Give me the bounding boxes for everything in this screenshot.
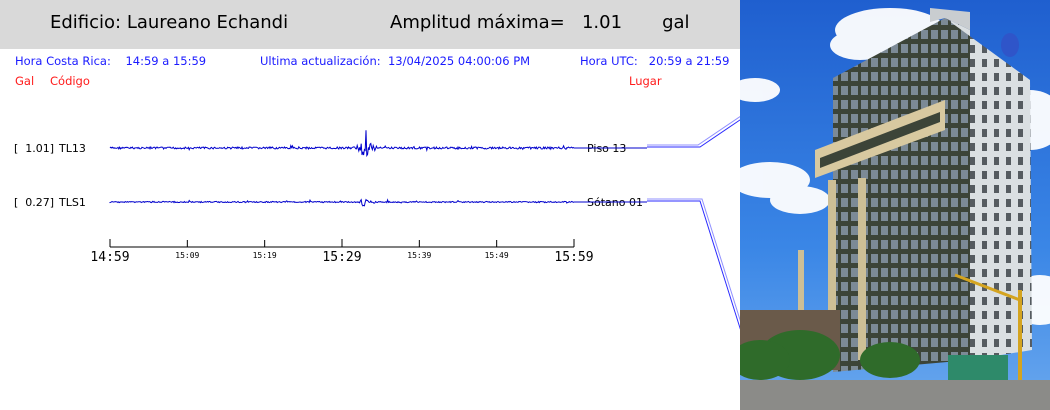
seismic-trace-piso-13 (109, 130, 647, 158)
channel-1-code: TL13 (59, 142, 86, 155)
max-amplitude-value: 1.01 (581, 12, 623, 33)
trees (740, 330, 920, 380)
cr-time-range: 14:59 a 15:59 (125, 54, 207, 68)
utc-time-label: Hora UTC: (580, 54, 638, 68)
utc-time-range: 20:59 a 21:59 (648, 54, 730, 68)
leader-line-piso-13 (647, 119, 740, 148)
column (798, 250, 804, 360)
time-axis-minor-label: 15:09 (175, 251, 199, 260)
column (858, 178, 866, 360)
time-axis-major-label: 14:59 (90, 250, 129, 265)
max-amplitude: Amplitud máxima= 1.01 gal (390, 12, 690, 33)
building-photo (740, 0, 1050, 410)
time-axis-minor-label: 15:19 (253, 251, 277, 260)
cr-time-label: Hora Costa Rica: (15, 54, 111, 68)
header-bar: Edificio: Laureano Echandi Amplitud máxi… (0, 0, 740, 49)
channel-2-amplitude: [ 0.27] (14, 196, 55, 209)
gal-column-header: Gal (15, 74, 35, 88)
seismogram-plot: 14:59 15:09 15:19 15:29 15:39 15:49 15:59 (90, 115, 740, 330)
building-title: Edificio: Laureano Echandi (50, 12, 289, 33)
building-crown (930, 8, 970, 30)
max-amplitude-unit: gal (662, 12, 690, 33)
place-column-header: Lugar (629, 74, 662, 88)
building-side (945, 18, 1032, 360)
building-facade (833, 18, 970, 372)
time-axis-major-label: 15:29 (322, 250, 361, 265)
max-amplitude-label: Amplitud máxima= (390, 12, 565, 33)
last-update: Ultima actualización: 13/04/2025 04:00:0… (260, 54, 530, 68)
time-axis-minor-label: 15:49 (485, 251, 509, 260)
code-column-header: Código (50, 74, 90, 88)
building-emblem (1001, 33, 1019, 57)
street (740, 380, 1050, 410)
leader-line-piso-13-shadow (647, 115, 740, 146)
leader-line-sotano-01-shadow (647, 198, 740, 322)
seismic-trace-sotano-01 (109, 198, 647, 207)
time-axis-minor-label: 15:39 (407, 251, 431, 260)
channel-1-amplitude: [ 1.01] (14, 142, 55, 155)
last-update-value: 13/04/2025 04:00:06 PM (387, 54, 531, 68)
leader-line-sotano-01 (647, 200, 740, 330)
last-update-label: Ultima actualización: (260, 54, 381, 68)
time-axis: 14:59 15:09 15:19 15:29 15:39 15:49 15:59 (90, 239, 594, 265)
column (828, 180, 836, 360)
cr-time: Hora Costa Rica: 14:59 a 15:59 (15, 54, 206, 68)
utc-time: Hora UTC: 20:59 a 21:59 (580, 54, 729, 68)
time-axis-major-label: 15:59 (554, 250, 593, 265)
channel-2-code: TLS1 (59, 196, 86, 209)
